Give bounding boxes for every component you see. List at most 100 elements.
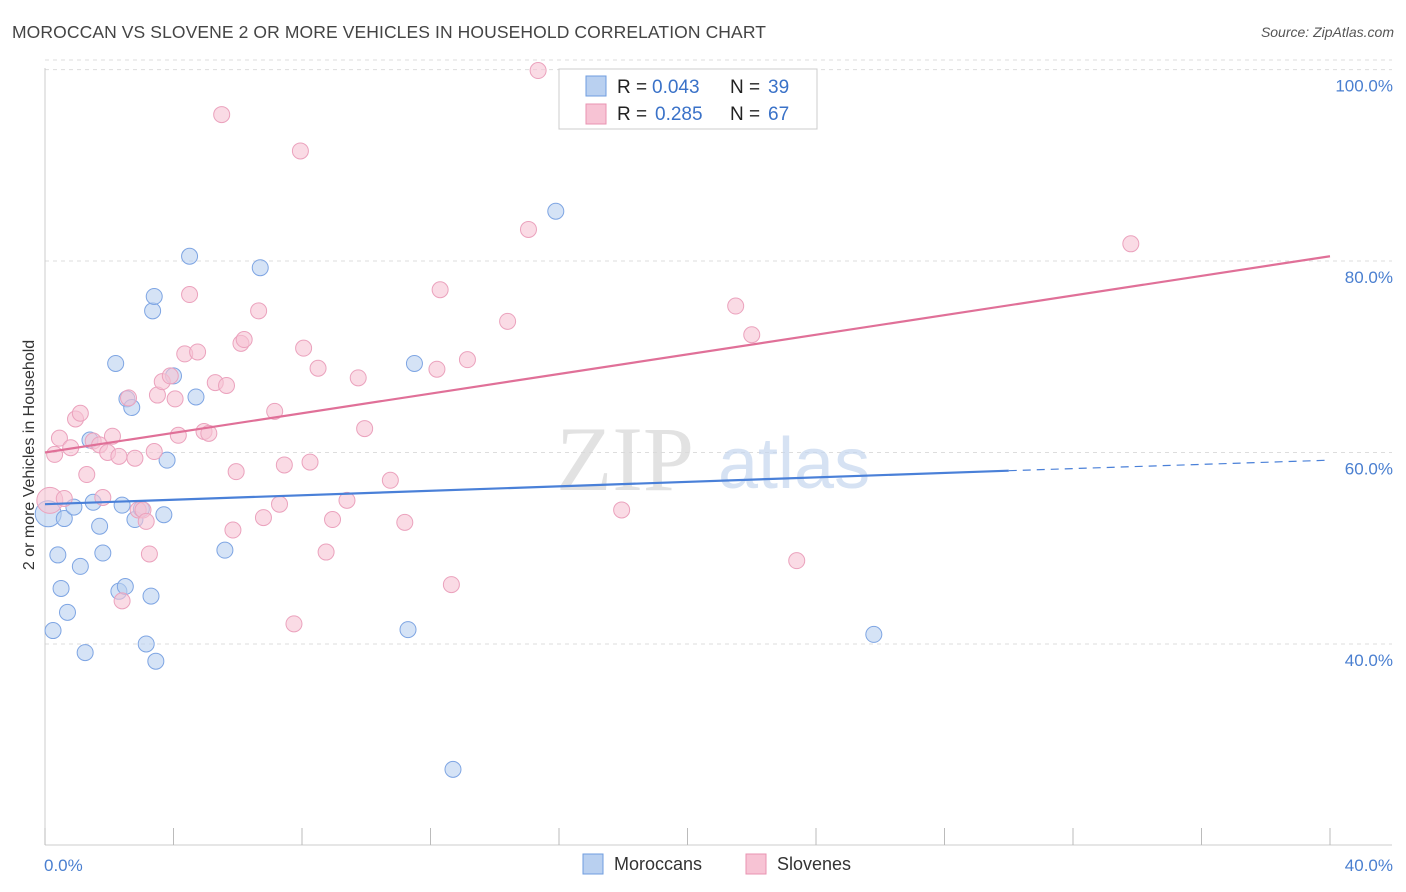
slovenes-point [200,424,218,442]
slovenes-point [71,404,89,422]
slovenes-point [349,369,367,387]
slovenes-point [788,552,806,570]
x-tick-label: 0.0% [44,856,83,875]
slovenes-point [338,491,356,509]
moroccans-n-label: N = [730,77,760,98]
slovenes-trendline [44,255,1331,454]
moroccans-trendline [44,469,1009,506]
points-layer [34,62,1140,778]
moroccans-point [405,354,423,372]
moroccans-point [251,259,269,277]
slovenes-point [309,359,327,377]
moroccans-point [137,635,155,653]
slovenes-point [254,509,272,527]
slovenes-point [189,343,207,361]
grid-layer [45,59,1392,645]
moroccans-point [144,302,162,320]
moroccans-point [55,510,73,528]
slovenes-point [266,402,284,420]
slovenes-point [295,339,313,357]
slovenes-n-label: N = [730,104,760,125]
slovenes-point [140,545,158,563]
moroccans-point [116,578,134,596]
y-tick-label: 100.0% [1335,77,1393,96]
x-tick-label: 40.0% [1345,856,1393,875]
slovenes-point [113,592,131,610]
slovenes-point [324,511,342,529]
moroccans-point [158,451,176,469]
slovenes-point [613,501,631,519]
trend-layer [44,255,1331,506]
chart-title: MOROCCAN VS SLOVENE 2 OR MORE VEHICLES I… [12,22,767,42]
slovenes-point [529,62,547,80]
slovenes-r-value: 0.285 [655,104,703,125]
y-tick-label: 60.0% [1345,460,1393,479]
axes-layer: 40.0% 60.0% 80.0% 100.0% 0.0% 40.0% [44,68,1393,875]
slovenes-point [166,390,184,408]
slovenes-point [285,615,303,633]
slovenes-point [431,281,449,299]
moroccans-trendline-extension [1008,459,1331,472]
moroccans-point [113,496,131,514]
moroccans-point [44,622,62,640]
moroccans-point [142,587,160,605]
moroccans-point [547,202,565,220]
slovenes-point [213,106,231,124]
slovenes-point [137,512,155,530]
moroccans-point [49,546,67,564]
legend-moroccans-swatch [582,853,604,875]
slovenes-point [458,351,476,369]
slovenes-point [250,302,268,320]
slovenes-point [169,426,187,444]
moroccans-point [865,625,883,643]
slovenes-point [291,142,309,160]
slovenes-point [275,456,293,474]
slovenes-point [442,576,460,594]
moroccans-point [71,557,89,575]
moroccans-point [444,760,462,778]
moroccans-point [399,621,417,639]
y-tick-label: 40.0% [1345,651,1393,670]
slovenes-point [103,427,121,445]
slovenes-point [218,376,236,394]
moroccans-point [145,287,163,305]
moroccans-point [58,603,76,621]
moroccans-n-value: 39 [768,77,789,98]
y-tick-label: 80.0% [1345,268,1393,287]
slovenes-point [301,453,319,471]
slovenes-point [46,445,64,463]
legend-slovenes-swatch [745,853,767,875]
slovenes-point [126,449,144,467]
chart-source: Source: ZipAtlas.com [1260,24,1394,40]
slovenes-point [428,360,446,378]
slovenes-point [727,297,745,315]
moroccans-point [216,541,234,559]
slovenes-swatch [585,103,607,125]
moroccans-r-label: R = [617,77,647,98]
slovenes-point [110,447,128,465]
slovenes-point [181,286,199,304]
slovenes-point [356,420,374,438]
y-axis-label: 2 or more Vehicles in Household [21,340,38,570]
moroccans-swatch [585,75,607,97]
slovenes-point [120,389,138,407]
moroccans-point [94,544,112,562]
stats-legend: R = 0.043 N = 39 R = 0.285 N = 67 [558,68,818,130]
moroccans-point [52,579,70,597]
slovenes-point [1122,235,1140,253]
slovenes-point [224,521,242,539]
legend-slovenes-label: Slovenes [777,854,851,874]
moroccans-point [147,652,165,670]
slovenes-point [317,543,335,561]
moroccans-point [76,644,94,662]
moroccans-point [91,517,109,535]
watermark: ZIP atlas [556,408,870,510]
moroccans-point [155,506,173,524]
slovenes-point [743,326,761,344]
series-legend: Moroccans Slovenes [582,853,851,875]
slovenes-n-value: 67 [768,104,789,125]
slovenes-point [235,331,253,349]
slovenes-r-label: R = [617,104,647,125]
slovenes-point [499,312,517,330]
